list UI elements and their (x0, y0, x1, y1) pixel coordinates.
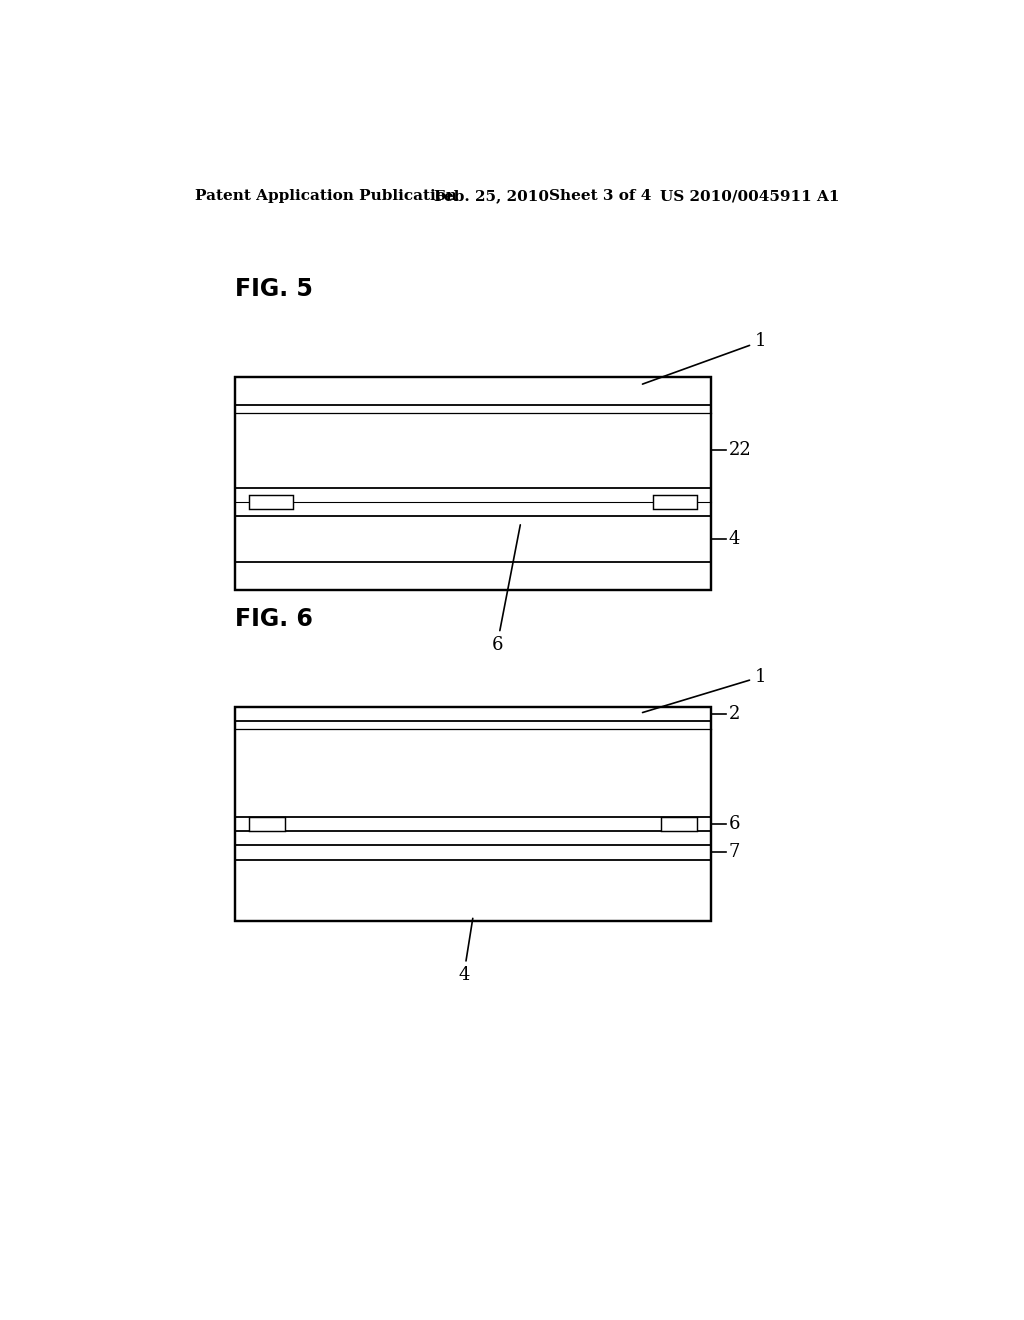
Text: US 2010/0045911 A1: US 2010/0045911 A1 (659, 189, 840, 203)
Bar (236, 708, 712, 921)
Text: Feb. 25, 2010: Feb. 25, 2010 (433, 189, 549, 203)
Text: Sheet 3 of 4: Sheet 3 of 4 (549, 189, 651, 203)
Text: 1: 1 (642, 668, 766, 713)
Text: 1: 1 (642, 333, 766, 384)
Text: Patent Application Publication: Patent Application Publication (196, 189, 458, 203)
Text: 4: 4 (729, 529, 740, 548)
Bar (250, 817, 285, 830)
Text: FIG. 5: FIG. 5 (236, 277, 313, 301)
Bar (653, 495, 697, 510)
Text: 7: 7 (729, 843, 740, 862)
Bar (236, 708, 712, 921)
Text: 6: 6 (492, 525, 520, 655)
Bar (662, 817, 697, 830)
Bar (236, 378, 712, 590)
Bar (236, 378, 712, 590)
Text: 6: 6 (729, 814, 740, 833)
Text: 4: 4 (458, 919, 473, 985)
Text: FIG. 6: FIG. 6 (236, 607, 313, 631)
Text: 2: 2 (729, 705, 740, 723)
Bar (250, 495, 293, 510)
Text: 22: 22 (729, 441, 752, 459)
